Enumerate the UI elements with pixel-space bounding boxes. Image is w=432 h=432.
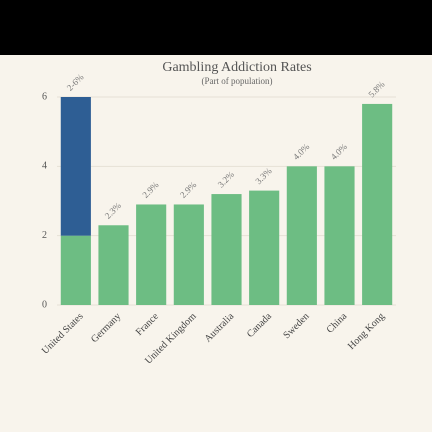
top-band [0, 0, 432, 55]
bar [136, 204, 167, 305]
y-tick-label: 0 [42, 299, 47, 310]
bar [98, 225, 129, 305]
chart-title: Gambling Addiction Rates [162, 60, 311, 75]
y-tick-label: 4 [42, 161, 47, 172]
bar [362, 103, 393, 305]
bar [286, 166, 317, 305]
bar [173, 204, 204, 305]
y-tick-label: 2 [42, 230, 47, 241]
bar [60, 235, 91, 305]
bar [211, 194, 242, 305]
range-bar [60, 97, 91, 236]
y-tick-label: 6 [42, 91, 47, 102]
bar [249, 190, 280, 305]
bar [324, 166, 355, 305]
chart-subtitle: (Part of population) [202, 76, 273, 86]
